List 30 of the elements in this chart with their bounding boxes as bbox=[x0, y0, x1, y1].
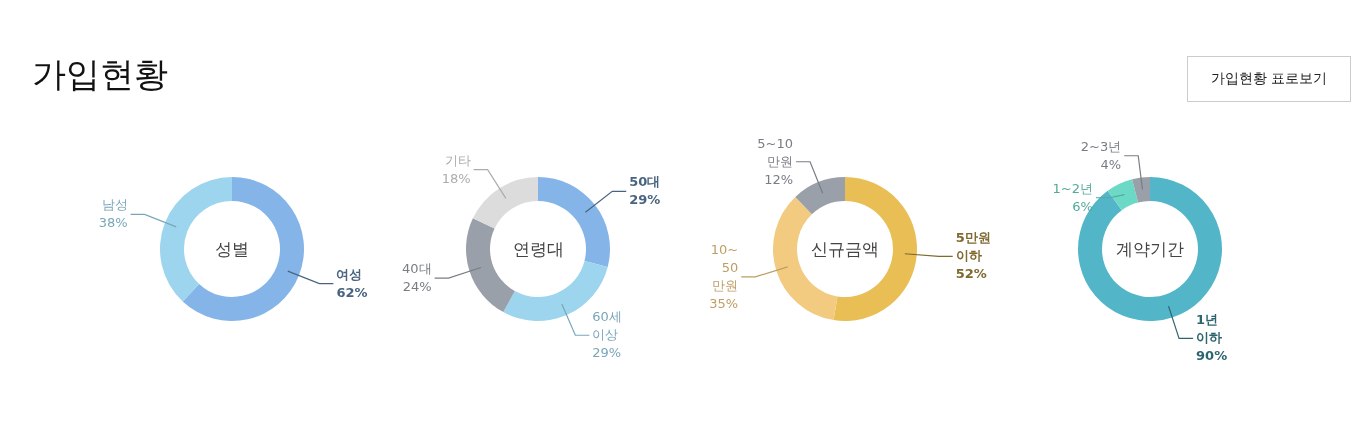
data-label: 62% bbox=[336, 284, 368, 300]
data-label: 29% bbox=[592, 345, 622, 361]
slice-label: 40대 bbox=[402, 261, 432, 277]
data-label: 35% bbox=[709, 295, 739, 311]
text: 신규금액 bbox=[811, 239, 879, 259]
data-label: 24% bbox=[402, 279, 432, 295]
text: 성별 bbox=[215, 239, 249, 259]
text: 가입현황 bbox=[32, 53, 168, 96]
data-label: 52% bbox=[955, 266, 987, 282]
data-label: 29% bbox=[629, 192, 661, 208]
slice-label: 여성 bbox=[336, 266, 363, 282]
text: 연령대 bbox=[512, 239, 564, 259]
slice-label: 10~ 50 만원 bbox=[710, 241, 739, 293]
data-label: 12% bbox=[764, 171, 794, 187]
data-label: 4% bbox=[1100, 156, 1122, 172]
slice-label: 1년 이하 bbox=[1196, 312, 1223, 346]
slice-label: 50대 bbox=[629, 174, 661, 190]
slice-label: 2~3년 bbox=[1080, 138, 1122, 154]
slice-label: 60세 이상 bbox=[592, 309, 622, 343]
data-label: 18% bbox=[441, 170, 471, 186]
data-label: 90% bbox=[1196, 348, 1228, 364]
slice-label: 기타 bbox=[444, 152, 471, 168]
text: 계약기간 bbox=[1116, 239, 1184, 259]
slice-label: 1~2년 bbox=[1052, 180, 1093, 196]
slice-label: 5만원 이하 bbox=[955, 230, 991, 264]
text: 가입현황 표로보기 bbox=[1187, 56, 1351, 102]
data-label: 6% bbox=[1072, 198, 1093, 214]
slice-label: 남성 bbox=[101, 197, 128, 213]
data-label: 38% bbox=[98, 215, 128, 231]
slice-label: 5~10 만원 bbox=[757, 135, 794, 169]
